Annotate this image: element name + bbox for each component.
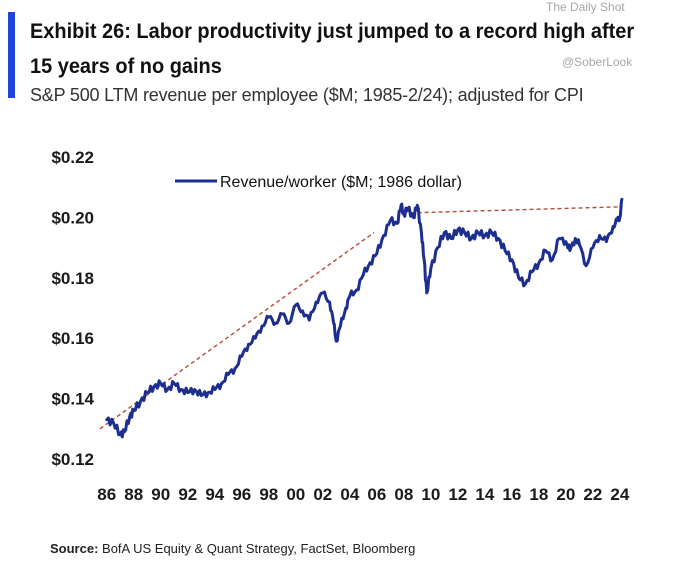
- source-text: BofA US Equity & Quant Strategy, FactSet…: [102, 541, 416, 556]
- x-tick-label: 22: [583, 485, 602, 504]
- legend: Revenue/worker ($M; 1986 dollar): [175, 174, 462, 191]
- x-tick-label: 12: [448, 485, 467, 504]
- x-tick-label: 10: [421, 485, 440, 504]
- x-tick-label: 24: [610, 485, 629, 504]
- x-tick-label: 92: [178, 485, 197, 504]
- x-tick-label: 04: [340, 485, 359, 504]
- source-note: Source: BofA US Equity & Quant Strategy,…: [50, 541, 415, 556]
- accent-bar: [8, 12, 15, 98]
- x-tick-label: 02: [313, 485, 332, 504]
- x-tick-label: 86: [97, 485, 116, 504]
- x-tick-label: 20: [556, 485, 575, 504]
- y-tick-label: $0.20: [51, 208, 94, 227]
- source-label: Source:: [50, 541, 99, 556]
- x-tick-label: 16: [502, 485, 521, 504]
- x-tick-label: 00: [286, 485, 305, 504]
- x-tick-label: 98: [259, 485, 278, 504]
- trendlines: [99, 206, 620, 430]
- x-tick-label: 88: [124, 485, 143, 504]
- y-axis-ticks: $0.12 $0.14 $0.16 $0.18 $0.20 $0.22: [51, 148, 94, 469]
- page-title: Exhibit 26: Labor productivity just jump…: [30, 20, 635, 78]
- y-tick-label: $0.22: [51, 148, 94, 167]
- x-axis-ticks: 86 88 90 92 94 96 98 00 02 04 06 08 10 12 14 16 18 20 22 24: [97, 485, 630, 504]
- y-tick-label: $0.12: [51, 450, 94, 469]
- x-tick-label: 96: [232, 485, 251, 504]
- trendline: [410, 206, 620, 214]
- page-subtitle: S&P 500 LTM revenue per employee ($M; 19…: [30, 85, 584, 105]
- y-tick-label: $0.14: [51, 390, 94, 409]
- legend-label: Revenue/worker ($M; 1986 dollar): [220, 174, 462, 191]
- series-group: [105, 197, 624, 439]
- series-line: [105, 197, 624, 439]
- x-tick-label: 08: [394, 485, 413, 504]
- x-tick-label: 94: [205, 485, 224, 504]
- y-tick-label: $0.18: [51, 269, 94, 288]
- x-tick-label: 18: [529, 485, 548, 504]
- y-tick-label: $0.16: [51, 329, 94, 348]
- x-tick-label: 06: [367, 485, 386, 504]
- watermark-handle: @SoberLook: [562, 55, 633, 69]
- x-tick-label: 14: [475, 485, 494, 504]
- watermark-daily-shot: The Daily Shot: [546, 0, 625, 14]
- x-tick-label: 90: [151, 485, 170, 504]
